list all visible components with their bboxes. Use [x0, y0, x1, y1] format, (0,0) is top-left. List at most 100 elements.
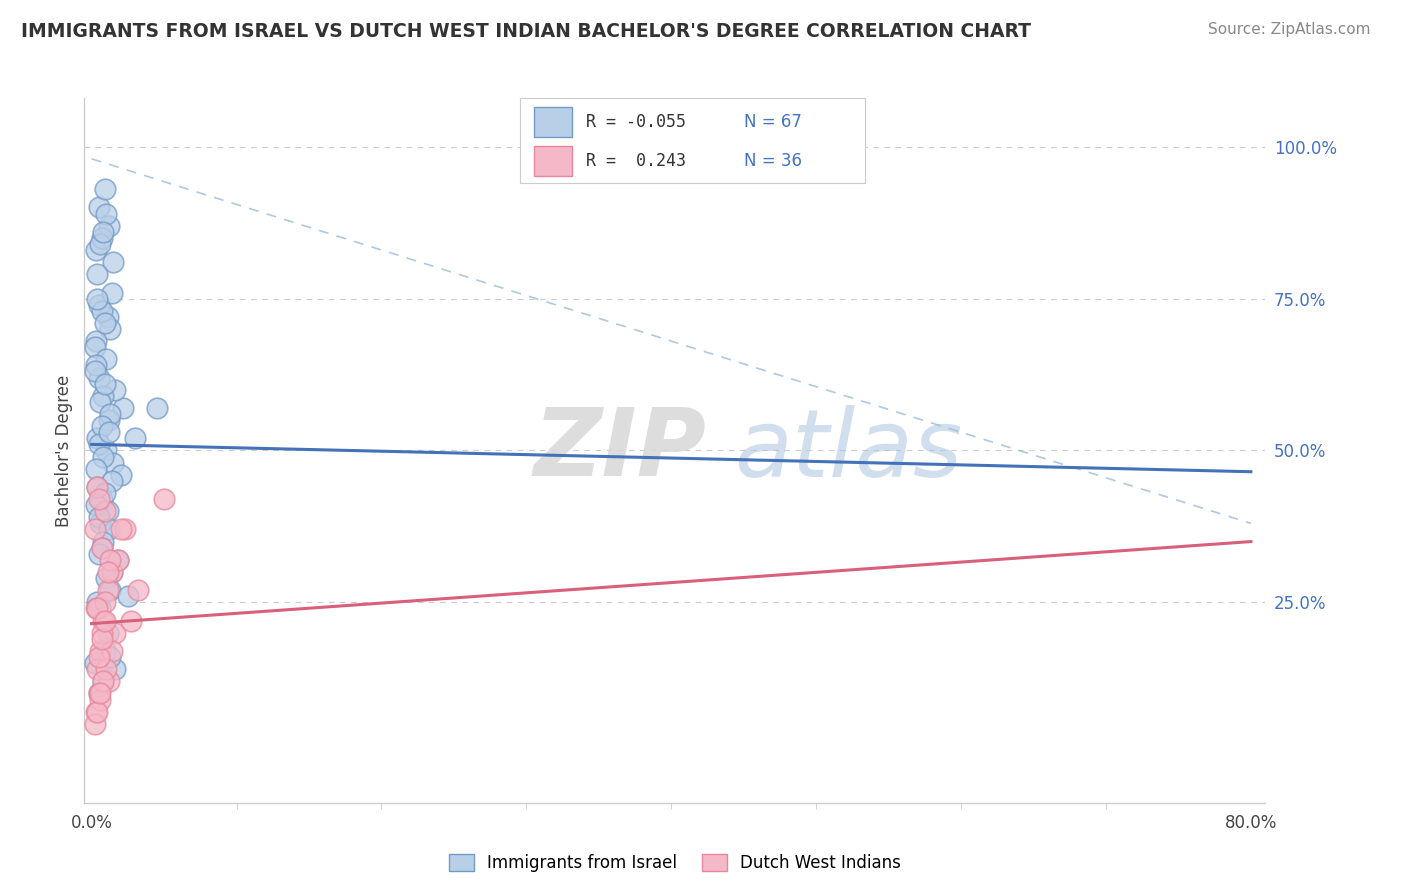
- Point: [87, 686, 110, 700]
- Point: [101, 565, 124, 579]
- Text: N = 36: N = 36: [744, 152, 803, 169]
- Text: N = 67: N = 67: [744, 113, 801, 131]
- Point: [90, 231, 112, 245]
- Point: [100, 650, 122, 665]
- Point: [90, 419, 112, 434]
- Point: [84, 461, 107, 475]
- Point: [114, 523, 136, 537]
- Point: [104, 625, 127, 640]
- Point: [93, 316, 115, 330]
- Point: [87, 510, 110, 524]
- Point: [93, 644, 115, 658]
- Point: [93, 376, 115, 391]
- Point: [86, 662, 108, 676]
- Point: [87, 650, 110, 665]
- Point: [90, 303, 112, 318]
- Point: [96, 504, 118, 518]
- Point: [96, 625, 118, 640]
- Point: [103, 255, 125, 269]
- Point: [86, 292, 108, 306]
- Point: [98, 425, 121, 440]
- Point: [153, 491, 176, 506]
- Point: [96, 565, 118, 579]
- Point: [100, 583, 122, 598]
- Point: [110, 523, 132, 537]
- Point: [104, 383, 127, 397]
- Point: [87, 547, 110, 561]
- Point: [94, 571, 117, 585]
- Point: [98, 219, 121, 233]
- Point: [84, 334, 107, 348]
- Point: [87, 370, 110, 384]
- Y-axis label: Bachelor's Degree: Bachelor's Degree: [55, 375, 73, 526]
- Point: [86, 601, 108, 615]
- Point: [98, 413, 121, 427]
- Text: atlas: atlas: [734, 405, 962, 496]
- Point: [83, 364, 105, 378]
- Point: [89, 395, 111, 409]
- Point: [89, 601, 111, 615]
- Point: [93, 486, 115, 500]
- Point: [87, 298, 110, 312]
- Text: Source: ZipAtlas.com: Source: ZipAtlas.com: [1208, 22, 1371, 37]
- Point: [84, 601, 107, 615]
- Point: [83, 716, 105, 731]
- Point: [94, 662, 117, 676]
- Point: [120, 614, 142, 628]
- Point: [127, 583, 149, 598]
- Point: [90, 541, 112, 555]
- Point: [83, 340, 105, 354]
- Point: [103, 456, 125, 470]
- Point: [91, 614, 114, 628]
- Point: [87, 491, 110, 506]
- Text: R = -0.055: R = -0.055: [586, 113, 686, 131]
- Point: [98, 674, 121, 689]
- Point: [93, 595, 115, 609]
- Point: [100, 407, 122, 421]
- Point: [94, 352, 117, 367]
- Point: [91, 389, 114, 403]
- Point: [87, 201, 110, 215]
- Point: [84, 705, 107, 719]
- Point: [84, 359, 107, 373]
- Point: [90, 625, 112, 640]
- Point: [91, 225, 114, 239]
- Point: [89, 686, 111, 700]
- Point: [107, 553, 129, 567]
- Bar: [534, 107, 572, 137]
- Point: [84, 243, 107, 257]
- Point: [94, 206, 117, 220]
- Point: [117, 589, 139, 603]
- Point: [89, 516, 111, 531]
- Point: [86, 480, 108, 494]
- Point: [107, 553, 129, 567]
- Point: [86, 480, 108, 494]
- Point: [89, 692, 111, 706]
- Point: [86, 705, 108, 719]
- Point: [101, 644, 124, 658]
- Point: [124, 431, 146, 445]
- Point: [98, 523, 121, 537]
- Point: [86, 268, 108, 282]
- Point: [93, 504, 115, 518]
- Point: [90, 632, 112, 646]
- Point: [89, 644, 111, 658]
- Point: [94, 443, 117, 458]
- Point: [101, 565, 124, 579]
- Point: [89, 236, 111, 251]
- Point: [93, 182, 115, 196]
- Point: [91, 534, 114, 549]
- Point: [96, 310, 118, 324]
- Point: [101, 285, 124, 300]
- Point: [86, 595, 108, 609]
- Point: [91, 674, 114, 689]
- Point: [100, 322, 122, 336]
- Text: ZIP: ZIP: [533, 404, 706, 497]
- Point: [112, 401, 135, 415]
- Point: [110, 467, 132, 482]
- Point: [100, 553, 122, 567]
- Point: [91, 450, 114, 464]
- Point: [146, 401, 169, 415]
- Point: [101, 474, 124, 488]
- Point: [83, 656, 105, 670]
